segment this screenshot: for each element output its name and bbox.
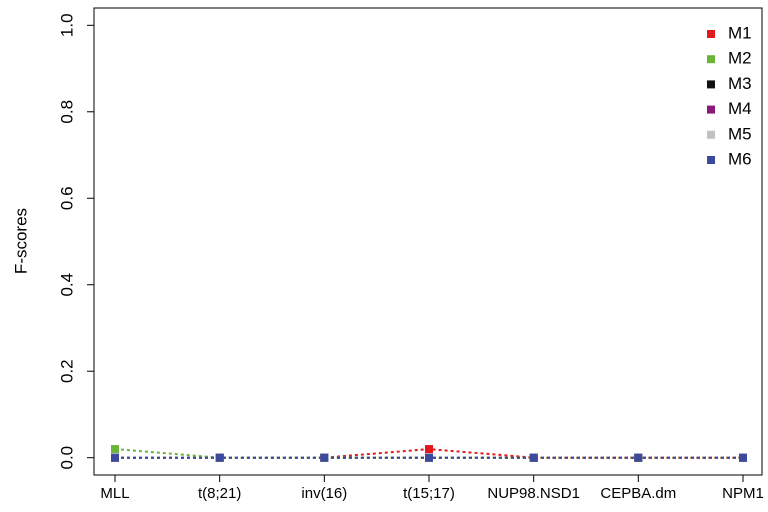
legend-swatch xyxy=(707,105,715,114)
y-axis-label: F-scores xyxy=(11,208,30,274)
x-tick-label: NPM1 xyxy=(722,485,764,502)
y-tick-label: 0.6 xyxy=(57,186,76,210)
legend-label: M3 xyxy=(728,74,752,93)
legend-label: M1 xyxy=(728,23,752,42)
x-tick-label: MLL xyxy=(100,485,129,502)
point xyxy=(739,453,747,462)
point xyxy=(634,453,643,462)
legend-label: M5 xyxy=(728,124,752,143)
legend-label: M2 xyxy=(728,49,752,68)
x-tick-label: t(15;17) xyxy=(403,485,455,502)
point xyxy=(425,445,433,454)
legend-swatch xyxy=(707,30,715,38)
legend-swatch xyxy=(707,156,715,164)
point xyxy=(111,453,119,462)
legend-swatch xyxy=(707,130,715,139)
legend-label: M6 xyxy=(728,149,752,168)
y-tick-label: 0.0 xyxy=(57,446,76,470)
y-tick-label: 1.0 xyxy=(57,13,76,37)
x-tick-label: inv(16) xyxy=(301,485,347,502)
legend-label: M4 xyxy=(728,99,752,118)
point xyxy=(215,453,224,462)
legend-swatch xyxy=(707,80,715,89)
point xyxy=(111,445,119,454)
plot-box xyxy=(93,7,763,476)
x-tick-label: t(8;21) xyxy=(198,485,241,502)
point xyxy=(529,453,538,462)
x-tick-label: CEPBA.dm xyxy=(600,485,676,502)
point xyxy=(425,453,433,462)
point xyxy=(320,453,329,462)
x-tick-label: NUP98.NSD1 xyxy=(487,485,580,502)
y-tick-label: 0.4 xyxy=(57,273,76,297)
y-tick-label: 0.8 xyxy=(57,100,76,124)
y-tick-label: 0.2 xyxy=(57,359,76,383)
legend-swatch xyxy=(707,55,715,64)
